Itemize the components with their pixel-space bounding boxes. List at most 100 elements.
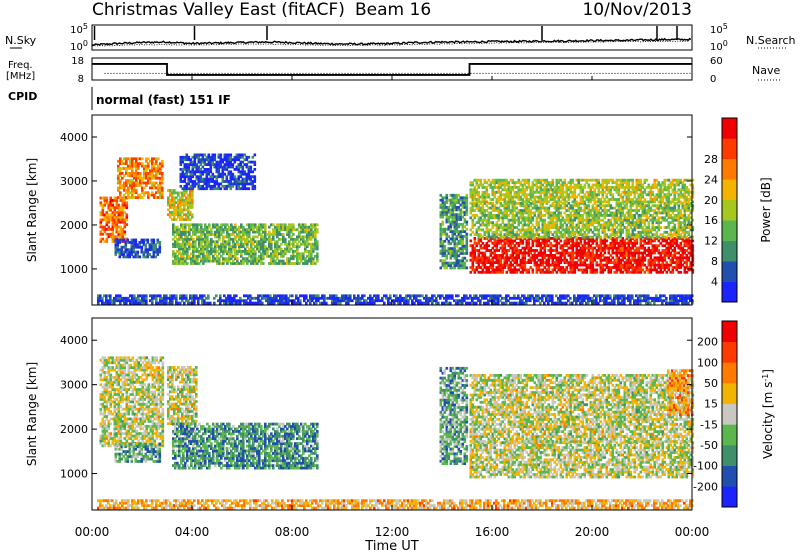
power-cell	[211, 153, 215, 157]
power-cell	[213, 301, 216, 305]
power-cell	[555, 244, 559, 248]
power-cell	[282, 254, 285, 258]
power-cell	[137, 193, 140, 197]
power-cell	[347, 299, 350, 303]
power-cell	[457, 198, 461, 202]
power-cell	[210, 245, 213, 248]
power-cell	[145, 172, 148, 175]
power-cell	[191, 168, 195, 171]
power-cell	[302, 228, 305, 232]
power-cell	[689, 296, 692, 300]
power-cell	[240, 254, 243, 258]
power-cell	[111, 223, 115, 226]
power-cell	[105, 211, 109, 214]
power-cell	[547, 301, 550, 305]
power-cell	[193, 170, 197, 174]
power-cell	[237, 175, 241, 179]
power-cell	[659, 241, 663, 245]
power-cell	[233, 155, 237, 159]
power-cell	[641, 254, 645, 257]
power-cell	[172, 245, 175, 248]
power-cell	[230, 237, 233, 241]
power-cell	[227, 158, 231, 162]
power-cell	[455, 198, 459, 202]
power-cell	[113, 296, 116, 300]
power-cell	[191, 182, 195, 186]
power-cell	[117, 206, 121, 210]
power-cell	[191, 213, 194, 217]
power-cell	[159, 167, 162, 170]
power-cell	[153, 176, 156, 180]
power-cell	[242, 245, 245, 248]
power-cell	[451, 198, 455, 202]
power-cell	[439, 227, 443, 231]
power-cell	[505, 251, 509, 255]
power-cell	[185, 203, 188, 207]
power-cell	[459, 218, 463, 221]
power-cell	[126, 255, 130, 259]
power-cell	[461, 299, 464, 303]
power-cell	[141, 181, 144, 185]
power-cell	[471, 246, 475, 250]
power-cell	[455, 193, 459, 197]
power-cell	[113, 218, 117, 222]
power-cell	[177, 201, 180, 204]
power-cell	[224, 245, 227, 248]
power-cell	[183, 163, 187, 166]
power-cell	[481, 241, 485, 245]
power-cell	[653, 261, 657, 264]
power-cell	[103, 240, 107, 243]
power-cell	[457, 261, 461, 265]
power-cell	[273, 296, 276, 300]
power-cell	[226, 242, 229, 246]
power-cell	[199, 177, 203, 181]
power-cell	[485, 244, 489, 248]
power-cell	[591, 251, 595, 255]
power-cell	[557, 301, 560, 305]
power-cell	[144, 248, 148, 252]
power-cell	[203, 168, 207, 171]
power-cell	[173, 191, 176, 195]
power-cell	[212, 250, 215, 253]
power-cell	[659, 254, 663, 257]
power-cell	[194, 257, 197, 261]
power-cell	[523, 254, 527, 257]
power-cell	[238, 245, 241, 248]
power-cell	[483, 261, 487, 264]
power-cell	[260, 262, 263, 265]
power-cell	[561, 226, 565, 229]
power-cell	[274, 247, 277, 251]
power-cell	[673, 249, 677, 252]
power-cell	[302, 242, 305, 246]
power-cell	[487, 256, 491, 260]
power-cell	[310, 250, 313, 253]
power-cell	[288, 230, 291, 234]
power-cell	[190, 237, 193, 241]
power-cell	[199, 168, 203, 171]
power-cell	[248, 254, 251, 258]
power-cell	[252, 262, 255, 265]
power-cell	[481, 261, 485, 264]
power-cell	[499, 230, 503, 234]
power-cell	[493, 254, 497, 257]
power-cell	[184, 247, 187, 251]
power-cell	[290, 262, 293, 265]
power-cell	[118, 241, 122, 244]
power-cell	[290, 225, 293, 229]
power-cell	[226, 257, 229, 261]
power-cell	[139, 193, 142, 197]
power-cell	[503, 296, 506, 300]
power-cell	[603, 294, 606, 298]
power-cell	[465, 259, 469, 263]
power-cell	[479, 270, 483, 274]
power-cell	[197, 158, 201, 162]
power-cell	[239, 165, 243, 169]
power-cell	[262, 240, 265, 244]
power-cell	[296, 254, 299, 258]
power-cell	[493, 270, 497, 274]
power-cell	[201, 155, 205, 159]
power-cell	[206, 225, 209, 229]
power-cell	[209, 184, 213, 188]
power-cell	[381, 296, 384, 300]
power-cell	[559, 204, 563, 208]
